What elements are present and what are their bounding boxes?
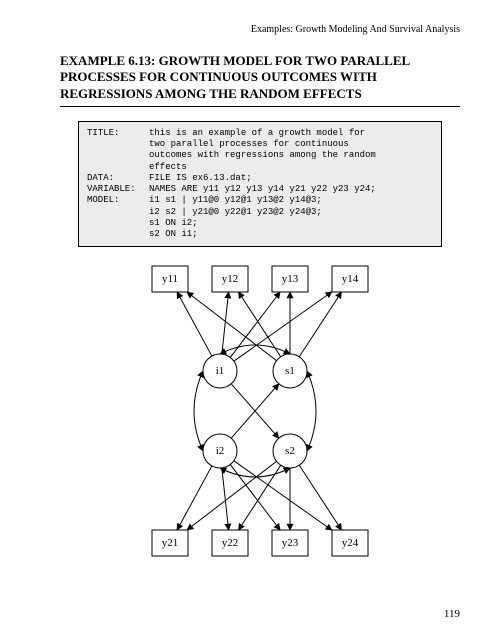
node-label-y21: y21 bbox=[162, 537, 179, 549]
code-text: NAMES ARE y11 y12 y13 y14 y21 y22 y23 y2… bbox=[149, 184, 433, 195]
covariance-arc bbox=[307, 371, 316, 451]
node-label-s2: s2 bbox=[285, 445, 295, 457]
code-row: s2 ON i1; bbox=[87, 229, 433, 240]
title-line-3: REGRESSIONS AMONG THE RANDOM EFFECTS bbox=[60, 86, 362, 101]
code-row: DATA:FILE IS ex6.13.dat; bbox=[87, 173, 433, 184]
code-label: VARIABLE: bbox=[87, 184, 149, 195]
node-label-y24: y24 bbox=[342, 537, 359, 549]
edge bbox=[299, 465, 341, 530]
covariance-arc bbox=[194, 371, 203, 451]
code-label: TITLE: bbox=[87, 128, 149, 139]
code-label bbox=[87, 150, 149, 161]
code-listing: TITLE:this is an example of a growth mod… bbox=[78, 121, 442, 248]
code-row: i2 s2 | y21@0 y22@1 y23@2 y24@3; bbox=[87, 207, 433, 218]
code-row: outcomes with regressions among the rand… bbox=[87, 150, 433, 161]
path-diagram: y11 y12 y13 y14 i1 s1 i2 s2 y21 y22 y23 y24 bbox=[60, 261, 460, 561]
code-text: s1 ON i2; bbox=[149, 218, 433, 229]
code-label bbox=[87, 207, 149, 218]
edge bbox=[187, 292, 277, 361]
code-text: i2 s2 | y21@0 y22@1 y23@2 y24@3; bbox=[149, 207, 433, 218]
title-line-2: PROCESSES FOR CONTINUOUS OUTCOMES WITH bbox=[60, 69, 377, 84]
example-title: EXAMPLE 6.13: GROWTH MODEL FOR TWO PARAL… bbox=[60, 53, 460, 107]
node-label-y23: y23 bbox=[282, 537, 299, 549]
node-label-y22: y22 bbox=[222, 537, 239, 549]
edge bbox=[238, 292, 280, 357]
code-text: i1 s1 | y11@0 y12@1 y13@2 y14@3; bbox=[149, 195, 433, 206]
node-label-s1: s1 bbox=[285, 365, 295, 377]
code-text: FILE IS ex6.13.dat; bbox=[149, 173, 433, 184]
code-row: s1 ON i2; bbox=[87, 218, 433, 229]
node-label-y11: y11 bbox=[162, 273, 178, 285]
diagram-svg: y11 y12 y13 y14 i1 s1 i2 s2 y21 y22 y23 y24 bbox=[110, 261, 410, 561]
code-text: two parallel processes for continuous bbox=[149, 139, 433, 150]
code-row: effects bbox=[87, 162, 433, 173]
title-line-1: EXAMPLE 6.13: GROWTH MODEL FOR TWO PARAL… bbox=[60, 53, 410, 68]
node-label-i2: i2 bbox=[216, 445, 225, 457]
page-number: 119 bbox=[444, 608, 460, 620]
nodes-layer: y11 y12 y13 y14 i1 s1 i2 s2 y21 y22 y23 y24 bbox=[152, 266, 368, 556]
node-label-i1: i1 bbox=[216, 365, 225, 377]
code-text: effects bbox=[149, 162, 433, 173]
code-label: DATA: bbox=[87, 173, 149, 184]
code-label bbox=[87, 162, 149, 173]
code-text: s2 ON i1; bbox=[149, 229, 433, 240]
code-text: this is an example of a growth model for bbox=[149, 128, 433, 139]
node-label-y14: y14 bbox=[342, 273, 359, 285]
code-row: TITLE:this is an example of a growth mod… bbox=[87, 128, 433, 139]
edges-layer bbox=[177, 292, 341, 531]
code-row: two parallel processes for continuous bbox=[87, 139, 433, 150]
page: Examples: Growth Modeling And Survival A… bbox=[0, 0, 500, 638]
code-label bbox=[87, 139, 149, 150]
code-row: MODEL:i1 s1 | y11@0 y12@1 y13@2 y14@3; bbox=[87, 195, 433, 206]
running-head: Examples: Growth Modeling And Survival A… bbox=[60, 24, 460, 35]
edge bbox=[177, 292, 212, 356]
code-row: VARIABLE:NAMES ARE y11 y12 y13 y14 y21 y… bbox=[87, 184, 433, 195]
edge bbox=[238, 465, 280, 530]
node-label-y12: y12 bbox=[222, 273, 239, 285]
node-label-y13: y13 bbox=[282, 273, 299, 285]
edge bbox=[299, 292, 341, 357]
edge bbox=[177, 466, 212, 530]
code-label bbox=[87, 229, 149, 240]
code-text: outcomes with regressions among the rand… bbox=[149, 150, 433, 161]
edge bbox=[187, 462, 277, 531]
code-label bbox=[87, 218, 149, 229]
code-label: MODEL: bbox=[87, 195, 149, 206]
